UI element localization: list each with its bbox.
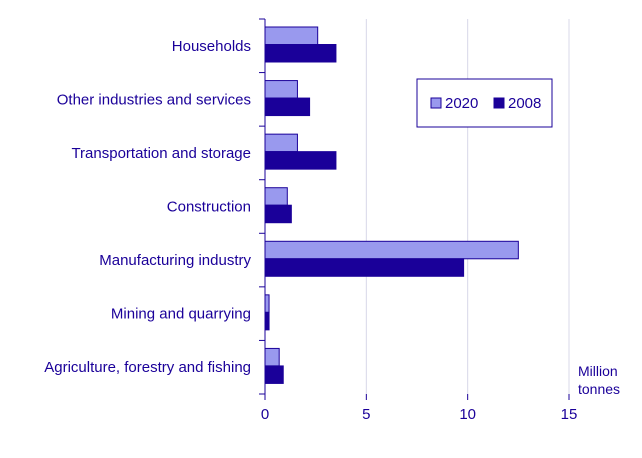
bar-2008-2 (264, 151, 337, 170)
category-label: Construction (167, 199, 251, 216)
x-tick-label: 0 (261, 406, 269, 423)
bar-2008-3 (264, 204, 292, 224)
labels-layer: 0 5 10 15 Households Other industries and ser… (44, 38, 620, 423)
category-label: Households (172, 38, 251, 55)
bar-2008-1 (264, 97, 311, 117)
bar-2020-0 (264, 26, 319, 45)
legend-swatch-2020 (430, 97, 442, 109)
category-label: Manufacturing industry (99, 252, 251, 269)
bar-2020-6 (264, 347, 280, 367)
category-label: Mining and quarrying (111, 306, 251, 323)
legend: 2020 2008 (416, 78, 553, 128)
x-axis-unit-label: tonnes (578, 381, 620, 397)
bar-2008-6 (264, 365, 284, 384)
bar-2020-5 (264, 294, 270, 313)
x-tick-label: 15 (561, 406, 578, 423)
grid-layer (365, 19, 570, 394)
bar-2020-3 (264, 187, 288, 206)
legend-swatch-2008 (493, 97, 505, 109)
bar-2020-2 (264, 133, 298, 153)
bar-2020-1 (264, 80, 298, 99)
x-tick-label: 5 (362, 406, 370, 423)
legend-label-2020: 2020 (445, 95, 478, 112)
bar-2008-4 (264, 258, 465, 277)
category-label: Transportation and storage (71, 145, 251, 162)
bar-2020-4 (264, 240, 519, 260)
bar-2008-0 (264, 44, 337, 63)
category-label: Agriculture, forestry and fishing (44, 359, 251, 376)
bar-2008-5 (264, 311, 270, 331)
axis-layer (259, 18, 570, 400)
legend-label-2008: 2008 (508, 95, 541, 112)
category-label: Other industries and services (57, 91, 251, 108)
x-tick-label: 10 (459, 406, 476, 423)
x-axis-unit-label: Million (578, 363, 618, 379)
